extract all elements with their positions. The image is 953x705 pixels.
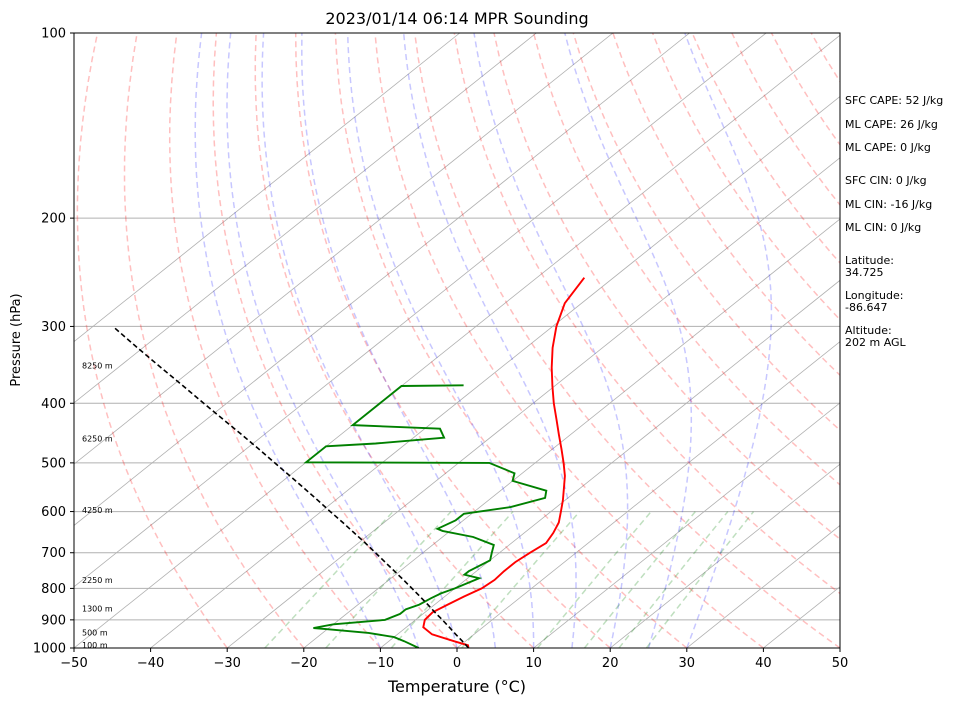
x-ticks: −50 −40 −30 −20 −10 0 10 20 30 40 50 — [60, 648, 848, 671]
isotherm-line — [686, 524, 840, 648]
annotation-altitude-value: 202 m AGL — [845, 336, 907, 349]
mixing-ratio-line — [618, 511, 729, 648]
dry-adiabat-line — [76, 33, 228, 648]
annotation-sfc-cin: SFC CIN: 0 J/kg — [845, 174, 927, 187]
dry-adiabat-line — [651, 33, 840, 321]
moist-adiabat-line — [194, 33, 382, 648]
x-tick-label: −10 — [367, 656, 394, 671]
isotherm-line — [303, 218, 840, 648]
y-tick-label: 700 — [41, 546, 66, 561]
annotation-ml-cape-1: ML CAPE: 26 J/kg — [845, 118, 938, 131]
dry-adiabat-line — [168, 33, 381, 648]
dewpoint-profile-line — [303, 384, 548, 648]
x-tick-label: −30 — [213, 656, 240, 671]
annotation-latitude-value: 34.725 — [845, 266, 884, 279]
side-annotations: SFC CAPE: 52 J/kg ML CAPE: 26 J/kg ML CA… — [845, 94, 943, 349]
height-label: 500 m — [82, 628, 108, 637]
dry-adiabat-line — [572, 33, 840, 432]
x-tick-label: 0 — [453, 656, 461, 671]
dry-adiabat-line — [532, 33, 840, 486]
moist-adiabat-line — [684, 33, 773, 648]
x-tick-label: −20 — [290, 656, 317, 671]
isotherm-line — [226, 157, 840, 648]
moist-adiabat-line — [261, 33, 458, 648]
dry-adiabat-line — [254, 33, 535, 648]
mixing-ratio-line — [645, 511, 755, 648]
dry-adiabat-line — [334, 33, 688, 648]
parcel-profile-line — [112, 325, 470, 648]
dry-adiabat-line — [212, 33, 458, 648]
isotherm-line — [533, 402, 840, 648]
mixing-ratio-line — [536, 511, 652, 648]
chart-grid — [74, 33, 840, 648]
y-tick-label: 500 — [41, 456, 66, 471]
mixing-ratio-line — [390, 511, 514, 648]
annotation-ml-cin-2: ML CIN: 0 J/kg — [845, 221, 921, 234]
height-label: 1300 m — [82, 605, 113, 614]
moist-adiabat-line — [564, 33, 693, 648]
height-label: 100 m — [82, 641, 108, 650]
height-label: 4250 m — [82, 506, 113, 515]
y-axis-label: Pressure (hPa) — [9, 293, 24, 386]
annotation-longitude-label: Longitude: — [845, 289, 903, 302]
x-tick-label: 40 — [755, 656, 772, 671]
isotherm-line — [74, 34, 840, 648]
isotherm-line — [150, 95, 840, 648]
moist-adiabat-line — [346, 33, 535, 648]
dry-adiabat-line — [612, 33, 840, 377]
chart-series — [112, 277, 586, 648]
isotherm-line — [74, 33, 690, 526]
y-tick-label: 600 — [41, 505, 66, 520]
x-tick-label: 50 — [832, 656, 849, 671]
isotherm-line — [380, 279, 840, 648]
annotation-altitude-label: Altitude: — [845, 324, 892, 337]
isotherm-line — [74, 33, 767, 588]
x-tick-label: 30 — [679, 656, 696, 671]
height-label: 8250 m — [82, 361, 113, 370]
y-tick-label: 900 — [41, 613, 66, 628]
moist-adiabat-line — [301, 33, 497, 648]
y-tick-label: 800 — [41, 582, 66, 597]
moist-adiabat-line — [402, 33, 577, 648]
annotation-latitude-label: Latitude: — [845, 254, 894, 267]
dry-adiabat-line — [294, 33, 611, 648]
isotherm-line — [609, 463, 840, 648]
isotherm-line — [456, 341, 840, 648]
height-label: 6250 m — [82, 434, 113, 443]
y-ticks: 1000 900 800 700 600 500 400 300 200 100 — [33, 27, 74, 657]
mixing-ratio-line — [264, 511, 394, 648]
y-tick-label: 1000 — [33, 642, 66, 657]
temperature-profile-line — [422, 277, 586, 648]
isotherm-line — [74, 33, 614, 465]
y-tick-label: 300 — [41, 320, 66, 335]
moist-adiabat-line — [226, 33, 420, 648]
isotherm-line — [74, 33, 537, 404]
x-tick-label: 10 — [525, 656, 542, 671]
mixing-ratio-line — [461, 511, 581, 648]
annotation-ml-cin-1: ML CIN: -16 J/kg — [845, 198, 932, 211]
dry-adiabat-line — [123, 33, 305, 648]
x-tick-label: 20 — [602, 656, 619, 671]
x-tick-label: −40 — [137, 656, 164, 671]
annotation-sfc-cape: SFC CAPE: 52 J/kg — [845, 94, 943, 107]
isotherm-line — [74, 33, 460, 343]
dry-adiabat-line — [413, 33, 840, 648]
x-tick-label: −50 — [60, 656, 87, 671]
height-labels: 100 m 500 m 1300 m 2250 m 4250 m 6250 m 8250 m — [82, 361, 113, 649]
dry-adiabat-line — [374, 33, 764, 648]
mixing-ratio-line — [583, 511, 696, 648]
mixing-ratio-line — [325, 511, 452, 648]
y-tick-label: 400 — [41, 397, 66, 412]
x-axis-label: Temperature (°C) — [387, 677, 526, 696]
moist-adiabat-line — [473, 33, 629, 648]
chart-title: 2023/01/14 06:14 MPR Sounding — [325, 9, 588, 28]
y-tick-label: 100 — [41, 27, 66, 42]
y-tick-label: 200 — [41, 212, 66, 227]
annotation-longitude-value: -86.647 — [845, 301, 887, 314]
height-label: 2250 m — [82, 576, 113, 585]
annotation-ml-cape-2: ML CAPE: 0 J/kg — [845, 141, 931, 154]
